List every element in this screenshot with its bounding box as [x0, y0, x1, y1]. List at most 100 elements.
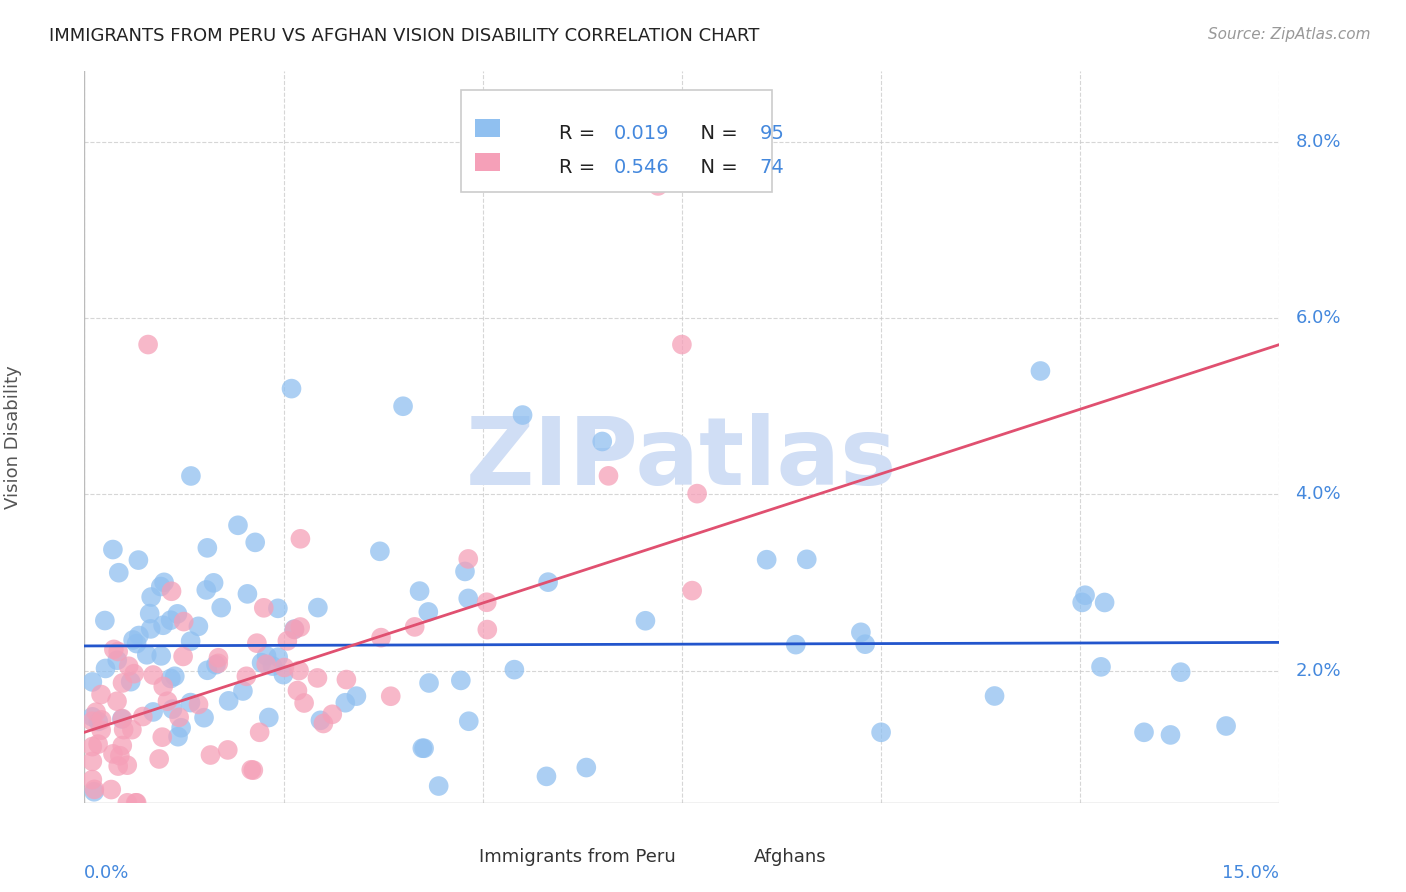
Point [983, 689, 1005, 703]
Point [200, 747, 222, 762]
Point [152, 680, 174, 694]
Point [156, 694, 179, 708]
Point [125, 636, 148, 650]
Point [94, 614, 117, 628]
Point [686, 486, 709, 500]
Point [380, 690, 402, 704]
Point [257, 710, 280, 724]
Text: 74: 74 [759, 159, 785, 178]
Point [273, 667, 295, 681]
Text: 95: 95 [759, 124, 785, 143]
Point [1215, 719, 1237, 733]
Point [120, 674, 142, 689]
Text: 2.0%: 2.0% [1295, 662, 1341, 680]
Point [309, 714, 332, 728]
Point [256, 648, 278, 663]
Point [283, 622, 305, 636]
Point [477, 623, 499, 637]
Point [411, 741, 433, 756]
Point [536, 769, 558, 783]
Point [249, 725, 271, 739]
Point [141, 590, 163, 604]
Point [111, 712, 134, 726]
Text: 6.0%: 6.0% [1295, 310, 1341, 327]
Point [242, 763, 264, 777]
Point [681, 583, 703, 598]
Point [413, 741, 436, 756]
Point [202, 575, 225, 590]
Point [370, 631, 392, 645]
Text: R =: R = [558, 159, 602, 178]
Text: ZIPatlas: ZIPatlas [467, 413, 897, 505]
Point [152, 618, 174, 632]
Text: 0.546: 0.546 [614, 159, 669, 178]
Point [273, 660, 295, 674]
Point [166, 607, 188, 621]
Text: 0.0%: 0.0% [84, 864, 129, 882]
Point [149, 580, 172, 594]
Text: 8.0%: 8.0% [1295, 133, 1341, 151]
Point [335, 696, 357, 710]
Text: R =: R = [558, 124, 602, 143]
Point [132, 709, 155, 723]
Point [503, 663, 526, 677]
Point [172, 649, 194, 664]
Point [187, 698, 209, 712]
Point [82, 714, 104, 729]
Point [344, 689, 367, 703]
Point [312, 716, 335, 731]
Point [195, 582, 218, 597]
Point [83, 785, 105, 799]
Point [450, 673, 472, 688]
Point [82, 710, 104, 724]
Point [107, 759, 129, 773]
Text: 0.019: 0.019 [614, 124, 669, 143]
Point [796, 552, 818, 566]
Point [87, 737, 110, 751]
Point [368, 544, 391, 558]
Point [117, 758, 139, 772]
Point [262, 659, 284, 673]
Point [427, 779, 450, 793]
Point [173, 615, 195, 629]
Point [853, 637, 876, 651]
Point [125, 796, 148, 810]
Point [153, 575, 176, 590]
Point [392, 399, 415, 413]
Point [236, 587, 259, 601]
Point [283, 623, 305, 637]
Point [207, 657, 229, 671]
Point [170, 721, 193, 735]
Point [197, 663, 219, 677]
Point [82, 739, 104, 754]
Point [121, 723, 143, 737]
Point [83, 782, 105, 797]
Point [245, 535, 267, 549]
Point [290, 532, 312, 546]
Point [125, 796, 148, 810]
Point [111, 739, 134, 753]
Point [135, 648, 157, 662]
Point [162, 702, 184, 716]
Point [207, 650, 229, 665]
Point [128, 628, 150, 642]
Point [232, 684, 254, 698]
Point [253, 600, 276, 615]
Point [167, 710, 190, 724]
Point [160, 584, 183, 599]
Point [1071, 595, 1094, 609]
Point [454, 565, 477, 579]
Point [111, 712, 134, 726]
Point [404, 620, 426, 634]
Point [180, 634, 202, 648]
Point [671, 337, 693, 351]
Point [475, 595, 498, 609]
Point [634, 614, 657, 628]
Point [307, 600, 329, 615]
Point [127, 553, 149, 567]
Text: IMMIGRANTS FROM PERU VS AFGHAN VISION DISABILITY CORRELATION CHART: IMMIGRANTS FROM PERU VS AFGHAN VISION DI… [49, 27, 759, 45]
Point [148, 752, 170, 766]
Point [107, 644, 129, 658]
Point [118, 659, 141, 673]
Point [292, 696, 315, 710]
